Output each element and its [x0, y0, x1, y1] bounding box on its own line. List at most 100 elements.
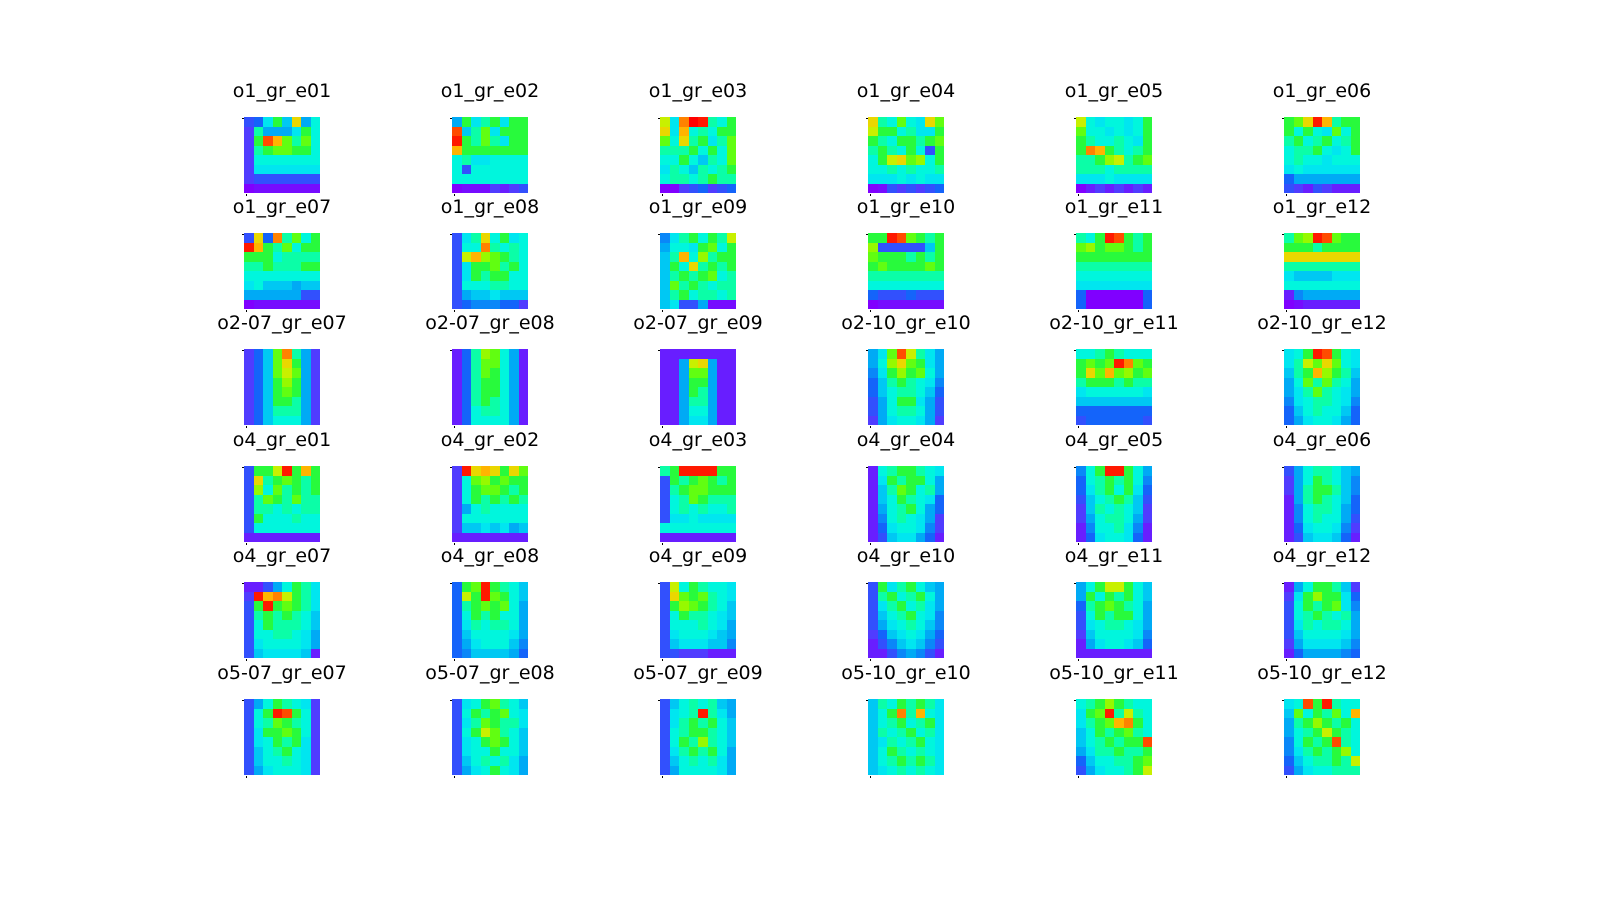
heatmap-cell	[1114, 639, 1124, 649]
heatmap-cell	[688, 765, 698, 775]
heatmap-cell	[471, 174, 481, 184]
heatmap-cell	[925, 358, 935, 368]
heatmap-panel: o4_gr_e03	[608, 429, 788, 549]
heatmap-cell	[1350, 155, 1360, 165]
heatmap-cell	[669, 368, 679, 378]
heatmap-cell	[1312, 126, 1322, 136]
heatmap-cell	[915, 504, 925, 514]
heatmap-cell	[1341, 513, 1351, 523]
heatmap-cell	[461, 485, 471, 495]
heatmap-cell	[499, 504, 509, 514]
heatmap-cell	[717, 377, 727, 387]
heatmap-cell	[717, 252, 727, 262]
heatmap-cell	[1076, 756, 1086, 766]
heatmap-cell	[726, 610, 736, 620]
heatmap-cell	[1312, 601, 1322, 611]
heatmap-cell	[887, 718, 897, 728]
heatmap-cell	[934, 737, 944, 747]
heatmap-cell	[679, 610, 689, 620]
heatmap-cell	[868, 117, 878, 127]
heatmap-cell	[1293, 252, 1303, 262]
heatmap	[452, 699, 528, 775]
heatmap-cell	[934, 718, 944, 728]
heatmap-cell	[877, 504, 887, 514]
heatmap-cell	[1133, 136, 1143, 146]
heatmap-cell	[509, 601, 519, 611]
heatmap-cell	[452, 610, 462, 620]
heatmap-cell	[461, 504, 471, 514]
heatmap-cell	[1331, 727, 1341, 737]
heatmap-cell	[688, 183, 698, 193]
heatmap-cell	[253, 415, 263, 425]
heatmap-cell	[1123, 494, 1133, 504]
heatmap-cell	[1104, 475, 1114, 485]
heatmap-cell	[1303, 368, 1313, 378]
heatmap-cell	[461, 756, 471, 766]
heatmap-cell	[669, 290, 679, 300]
panel-title: o1_gr_e10	[856, 196, 956, 218]
heatmap-cell	[1350, 648, 1360, 658]
panel-title: o1_gr_e04	[856, 80, 956, 102]
heatmap-cell	[1293, 145, 1303, 155]
heatmap-cell	[915, 349, 925, 359]
heatmap-cell	[688, 145, 698, 155]
heatmap-cell	[1142, 252, 1152, 262]
heatmap-cell	[301, 513, 311, 523]
heatmap-cell	[461, 513, 471, 523]
heatmap-cell	[925, 377, 935, 387]
heatmap-cell	[707, 765, 717, 775]
heatmap-cell	[679, 396, 689, 406]
heatmap-cell	[1331, 252, 1341, 262]
heatmap-cell	[310, 155, 320, 165]
heatmap-cell	[263, 280, 273, 290]
heatmap-cell	[471, 532, 481, 542]
heatmap-cell	[925, 746, 935, 756]
heatmap-cell	[1341, 271, 1351, 281]
heatmap-cell	[688, 523, 698, 533]
heatmap-cell	[660, 252, 670, 262]
heatmap-cell	[1123, 377, 1133, 387]
heatmap-cell	[679, 183, 689, 193]
heatmap-cell	[1095, 271, 1105, 281]
heatmap-cell	[1085, 242, 1095, 252]
heatmap-cell	[1331, 280, 1341, 290]
heatmap-cell	[1076, 699, 1086, 709]
heatmap-cell	[480, 699, 490, 709]
heatmap-cell	[263, 145, 273, 155]
heatmap-cell	[1123, 746, 1133, 756]
heatmap-cell	[698, 164, 708, 174]
heatmap	[244, 582, 320, 658]
heatmap-cell	[282, 349, 292, 359]
heatmap-cell	[906, 475, 916, 485]
heatmap-cell	[688, 155, 698, 165]
heatmap-cell	[726, 648, 736, 658]
heatmap-cell	[1303, 727, 1313, 737]
heatmap-cell	[868, 466, 878, 476]
heatmap-cell	[1123, 485, 1133, 495]
heatmap-cell	[1123, 718, 1133, 728]
heatmap-cell	[1284, 610, 1294, 620]
heatmap-cell	[679, 271, 689, 281]
heatmap-cell	[452, 368, 462, 378]
heatmap-cell	[1114, 164, 1124, 174]
heatmap-cell	[717, 358, 727, 368]
heatmap-cell	[868, 174, 878, 184]
axis-tick	[1282, 700, 1284, 701]
heatmap-cell	[509, 648, 519, 658]
heatmap-panel: o4_gr_e07	[192, 545, 372, 665]
heatmap-cell	[925, 513, 935, 523]
heatmap-cell	[688, 136, 698, 146]
heatmap-cell	[301, 358, 311, 368]
heatmap-cell	[1284, 233, 1294, 243]
heatmap-cell	[915, 145, 925, 155]
heatmap-cell	[480, 737, 490, 747]
heatmap-cell	[253, 620, 263, 630]
heatmap-cell	[1095, 155, 1105, 165]
heatmap-cell	[263, 406, 273, 416]
heatmap-cell	[499, 737, 509, 747]
heatmap-cell	[1142, 610, 1152, 620]
heatmap-cell	[499, 582, 509, 592]
heatmap-cell	[1293, 648, 1303, 658]
heatmap-cell	[490, 485, 500, 495]
